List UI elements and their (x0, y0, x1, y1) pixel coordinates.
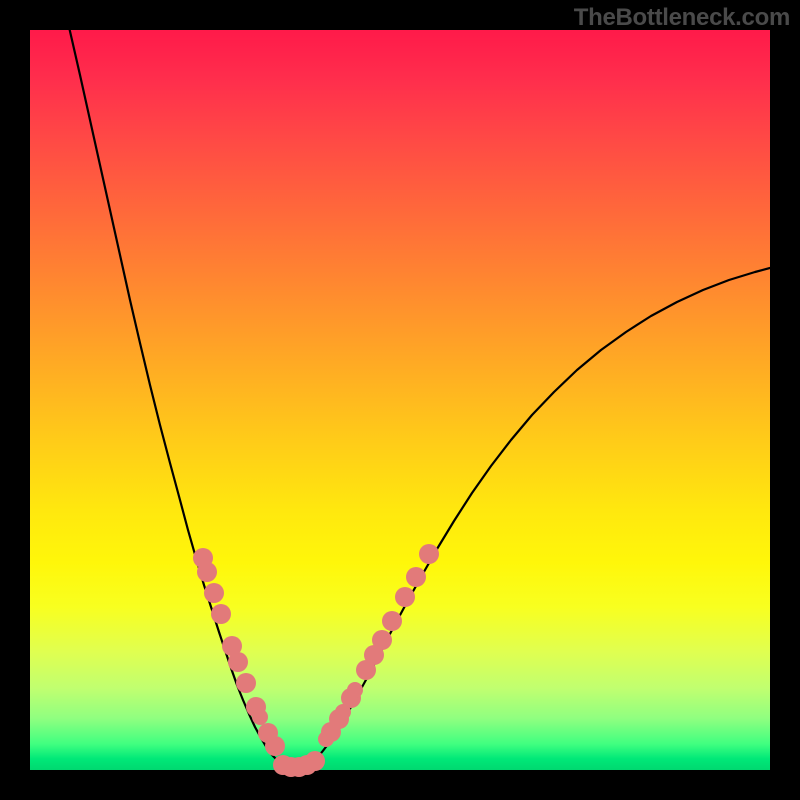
data-marker (236, 673, 256, 693)
chart-container: TheBottleneck.com (0, 0, 800, 800)
data-marker (382, 611, 402, 631)
data-marker (419, 544, 439, 564)
data-marker (305, 751, 325, 771)
data-marker (406, 567, 426, 587)
data-marker (372, 630, 392, 650)
bottleneck-chart (0, 0, 800, 800)
data-marker (265, 736, 285, 756)
data-marker (347, 682, 363, 698)
data-marker (395, 587, 415, 607)
watermark-text: TheBottleneck.com (574, 4, 790, 32)
data-marker (197, 562, 217, 582)
data-marker (204, 583, 224, 603)
data-marker (211, 604, 231, 624)
data-marker (252, 709, 268, 725)
plot-background (30, 30, 770, 770)
data-marker (228, 652, 248, 672)
